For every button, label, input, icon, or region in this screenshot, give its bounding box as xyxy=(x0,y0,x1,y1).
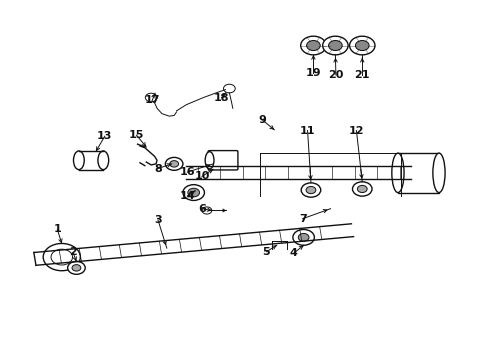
Circle shape xyxy=(307,41,320,50)
Text: 11: 11 xyxy=(300,126,315,135)
Circle shape xyxy=(51,249,73,265)
Text: 4: 4 xyxy=(290,248,298,258)
Text: 6: 6 xyxy=(198,204,206,214)
Text: 10: 10 xyxy=(195,171,210,181)
Circle shape xyxy=(68,261,85,274)
Text: 13: 13 xyxy=(97,131,113,141)
Ellipse shape xyxy=(392,153,404,193)
Ellipse shape xyxy=(74,151,84,170)
Bar xyxy=(398,153,439,193)
Circle shape xyxy=(43,243,80,271)
Text: 1: 1 xyxy=(53,225,61,234)
Circle shape xyxy=(183,185,204,201)
Ellipse shape xyxy=(98,151,109,170)
Text: 7: 7 xyxy=(299,214,307,224)
Text: 19: 19 xyxy=(306,68,321,78)
Circle shape xyxy=(355,41,369,50)
Text: 2: 2 xyxy=(69,247,77,257)
Circle shape xyxy=(223,84,235,93)
Text: 3: 3 xyxy=(154,215,162,225)
Circle shape xyxy=(165,157,183,170)
Text: 21: 21 xyxy=(355,70,370,80)
Circle shape xyxy=(357,185,367,193)
Text: 12: 12 xyxy=(349,126,364,135)
Circle shape xyxy=(352,182,372,196)
Circle shape xyxy=(188,188,199,197)
Circle shape xyxy=(202,207,212,214)
Circle shape xyxy=(301,183,321,197)
Text: 20: 20 xyxy=(328,70,343,80)
Text: 5: 5 xyxy=(263,247,270,257)
Circle shape xyxy=(146,93,157,102)
Circle shape xyxy=(170,161,178,167)
Ellipse shape xyxy=(433,153,445,193)
Circle shape xyxy=(329,41,342,50)
Circle shape xyxy=(298,233,309,241)
Circle shape xyxy=(323,36,348,55)
Text: 9: 9 xyxy=(258,115,266,125)
Circle shape xyxy=(349,36,375,55)
Circle shape xyxy=(293,229,315,245)
Text: 16: 16 xyxy=(179,167,195,177)
Circle shape xyxy=(306,186,316,194)
Text: 8: 8 xyxy=(154,163,162,174)
Ellipse shape xyxy=(205,152,214,169)
Circle shape xyxy=(72,265,81,271)
Text: 14: 14 xyxy=(179,191,195,201)
FancyBboxPatch shape xyxy=(208,150,238,170)
Text: 15: 15 xyxy=(129,130,144,140)
Text: 18: 18 xyxy=(214,93,229,103)
Circle shape xyxy=(301,36,326,55)
Text: 17: 17 xyxy=(145,95,160,105)
